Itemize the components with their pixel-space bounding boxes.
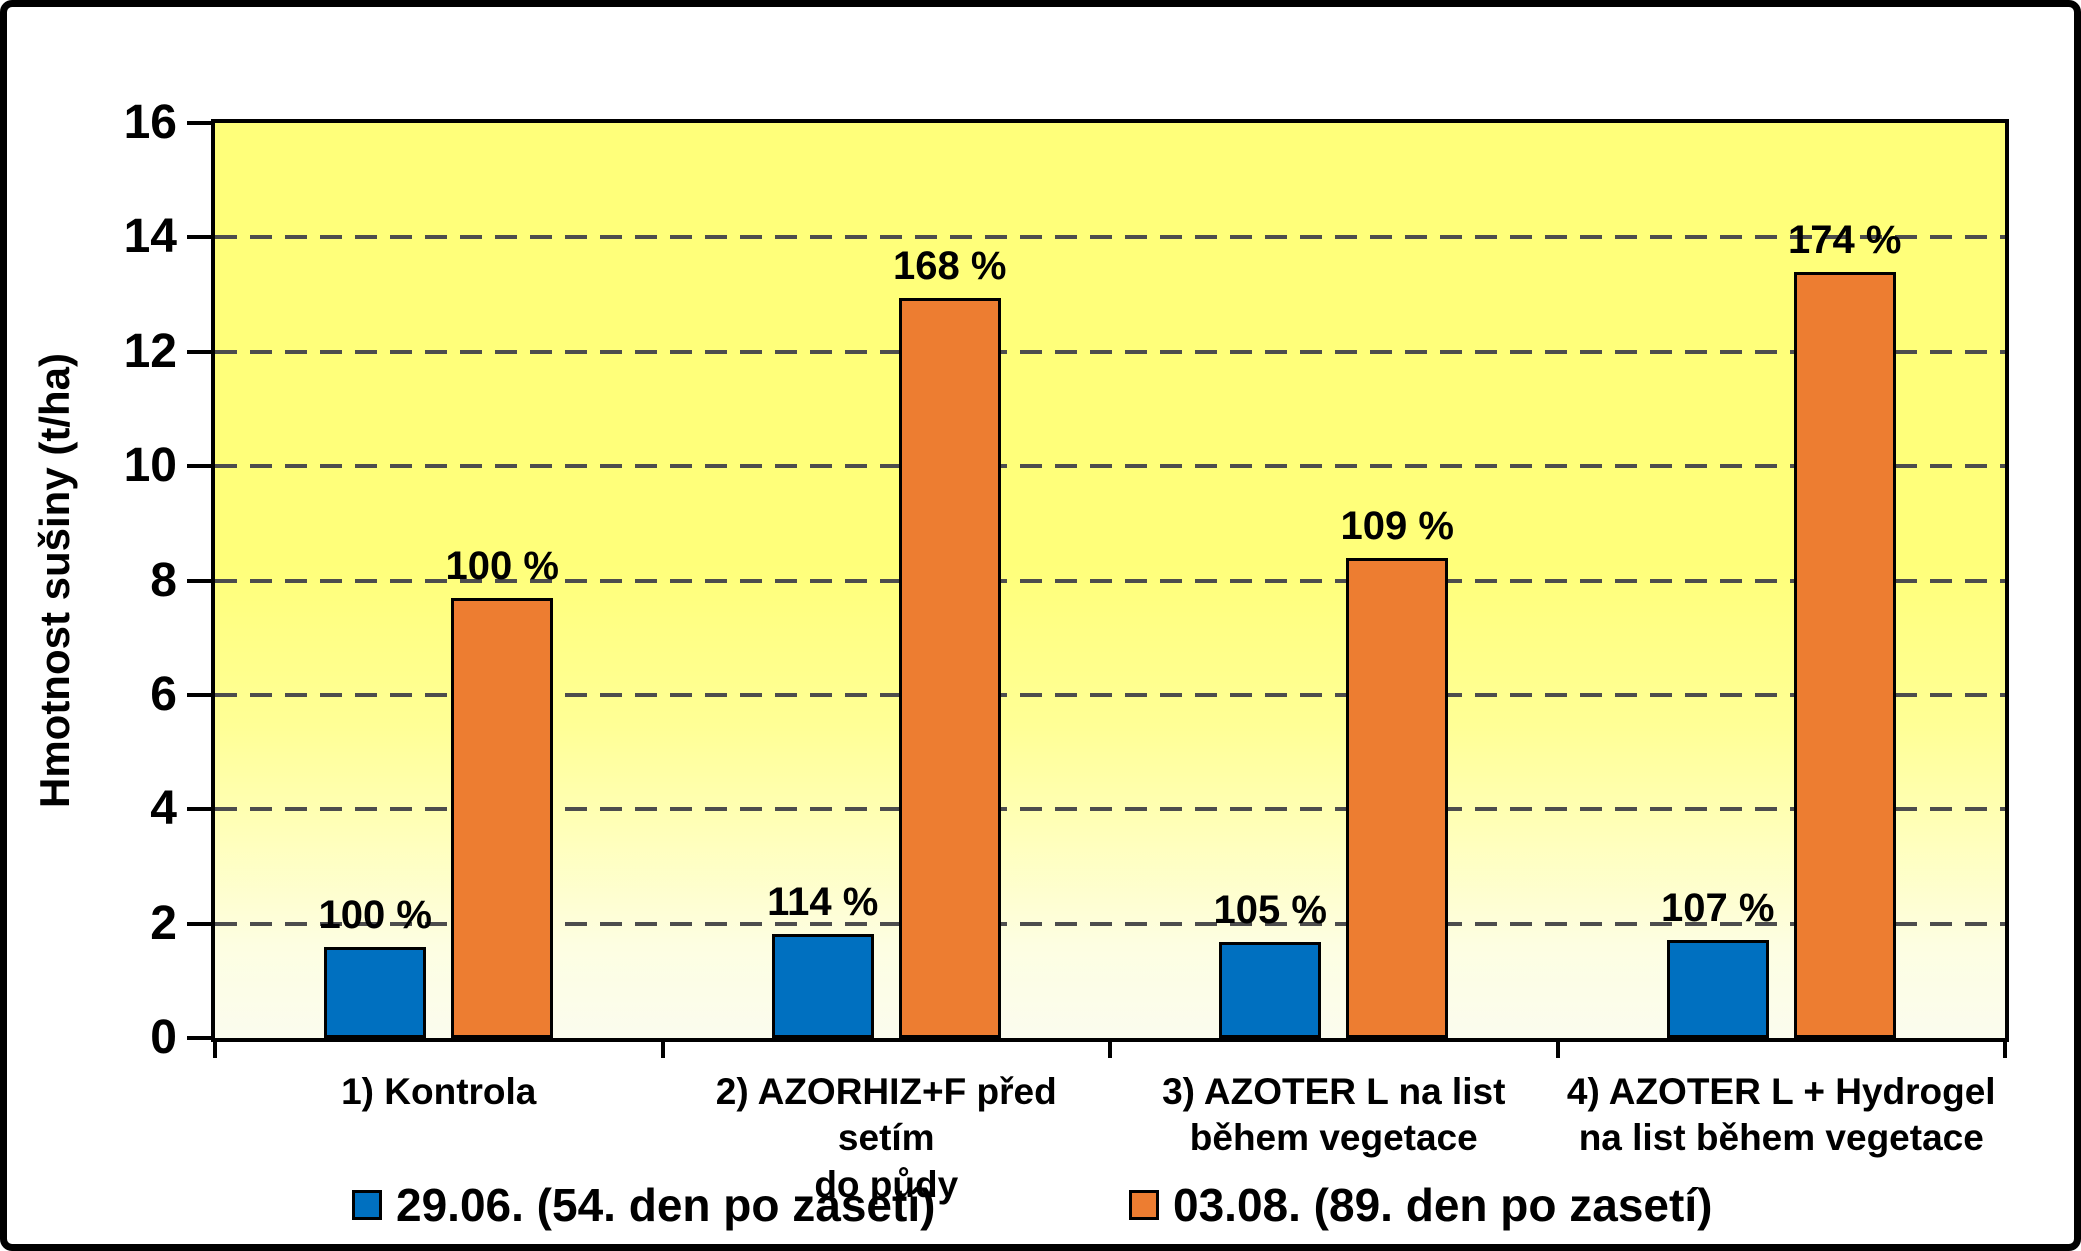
bar-value-label: 114 % <box>767 879 879 924</box>
gridline <box>215 578 2005 583</box>
legend-swatch-blue <box>352 1190 382 1220</box>
x-tick-mark <box>1555 1042 1560 1058</box>
gridline <box>215 921 2005 926</box>
bar-value-label: 100 % <box>445 543 559 588</box>
legend-item-blue: 29.06. (54. den po zasetí) <box>352 1177 935 1233</box>
y-tick-mark <box>187 235 211 240</box>
y-tick-label: 2 <box>150 896 177 950</box>
y-tick-mark <box>187 921 211 926</box>
y-tick-label: 16 <box>123 96 177 149</box>
y-tick-mark <box>187 578 211 583</box>
gridline <box>215 692 2005 697</box>
y-tick-label: 4 <box>150 782 177 836</box>
x-tick-mark <box>2003 1042 2007 1058</box>
bar-value-label: 174 % <box>1788 217 1902 262</box>
x-category-label: 1) Kontrola <box>341 1071 537 1112</box>
bar-blue <box>324 946 427 1038</box>
legend-label: 03.08. (89. den po zasetí) <box>1173 1179 1713 1231</box>
x-category-label: 3) AZOTER L na list během vegetace <box>1162 1071 1506 1159</box>
y-tick-mark <box>187 807 211 812</box>
bar-value-label: 109 % <box>1340 504 1454 549</box>
bar-value-label: 100 % <box>318 892 432 937</box>
y-tick-label: 6 <box>150 667 177 721</box>
bar-value-label: 107 % <box>1661 886 1775 931</box>
gridline <box>215 235 2005 240</box>
y-tick-mark <box>187 349 211 354</box>
legend-swatch-orange <box>1129 1190 1159 1220</box>
legend-label: 29.06. (54. den po zasetí) <box>396 1179 936 1231</box>
y-tick-mark <box>187 121 211 125</box>
bar-orange <box>1793 271 1896 1038</box>
bar-blue <box>1666 940 1769 1038</box>
bar-orange <box>451 597 554 1038</box>
bar-value-label: 168 % <box>893 244 1007 288</box>
bar-blue <box>1219 941 1322 1038</box>
bar-orange <box>1346 558 1449 1038</box>
y-tick-label: 14 <box>123 210 177 264</box>
y-tick-label: 12 <box>123 324 177 378</box>
x-category-label: 4) AZOTER L + Hydrogel na list během veg… <box>1566 1071 1996 1159</box>
bar-orange <box>898 298 1001 1038</box>
bar-value-label: 105 % <box>1213 887 1327 932</box>
x-tick-mark <box>1108 1042 1112 1058</box>
x-category-label: 2) AZORHIZ+F před setím do půdy <box>715 1071 1057 1205</box>
bar-blue <box>771 933 874 1038</box>
y-tick-mark <box>187 692 211 697</box>
gridline <box>215 807 2005 812</box>
legend-item-orange: 03.08. (89. den po zasetí) <box>1129 1177 1712 1233</box>
x-tick-mark <box>660 1042 665 1058</box>
y-tick-label: 8 <box>150 553 177 607</box>
y-tick-mark <box>187 464 211 469</box>
x-tick-mark <box>213 1042 217 1058</box>
y-tick-label: 10 <box>123 439 177 493</box>
gridline <box>215 464 2005 469</box>
y-tick-mark <box>187 1036 211 1040</box>
gridline <box>215 349 2005 354</box>
plot-area: 100 % 100 % 114 % 168 % 105 % 109 % 107 % 174 % <box>211 119 2009 1042</box>
y-tick-label: 0 <box>150 1011 177 1064</box>
